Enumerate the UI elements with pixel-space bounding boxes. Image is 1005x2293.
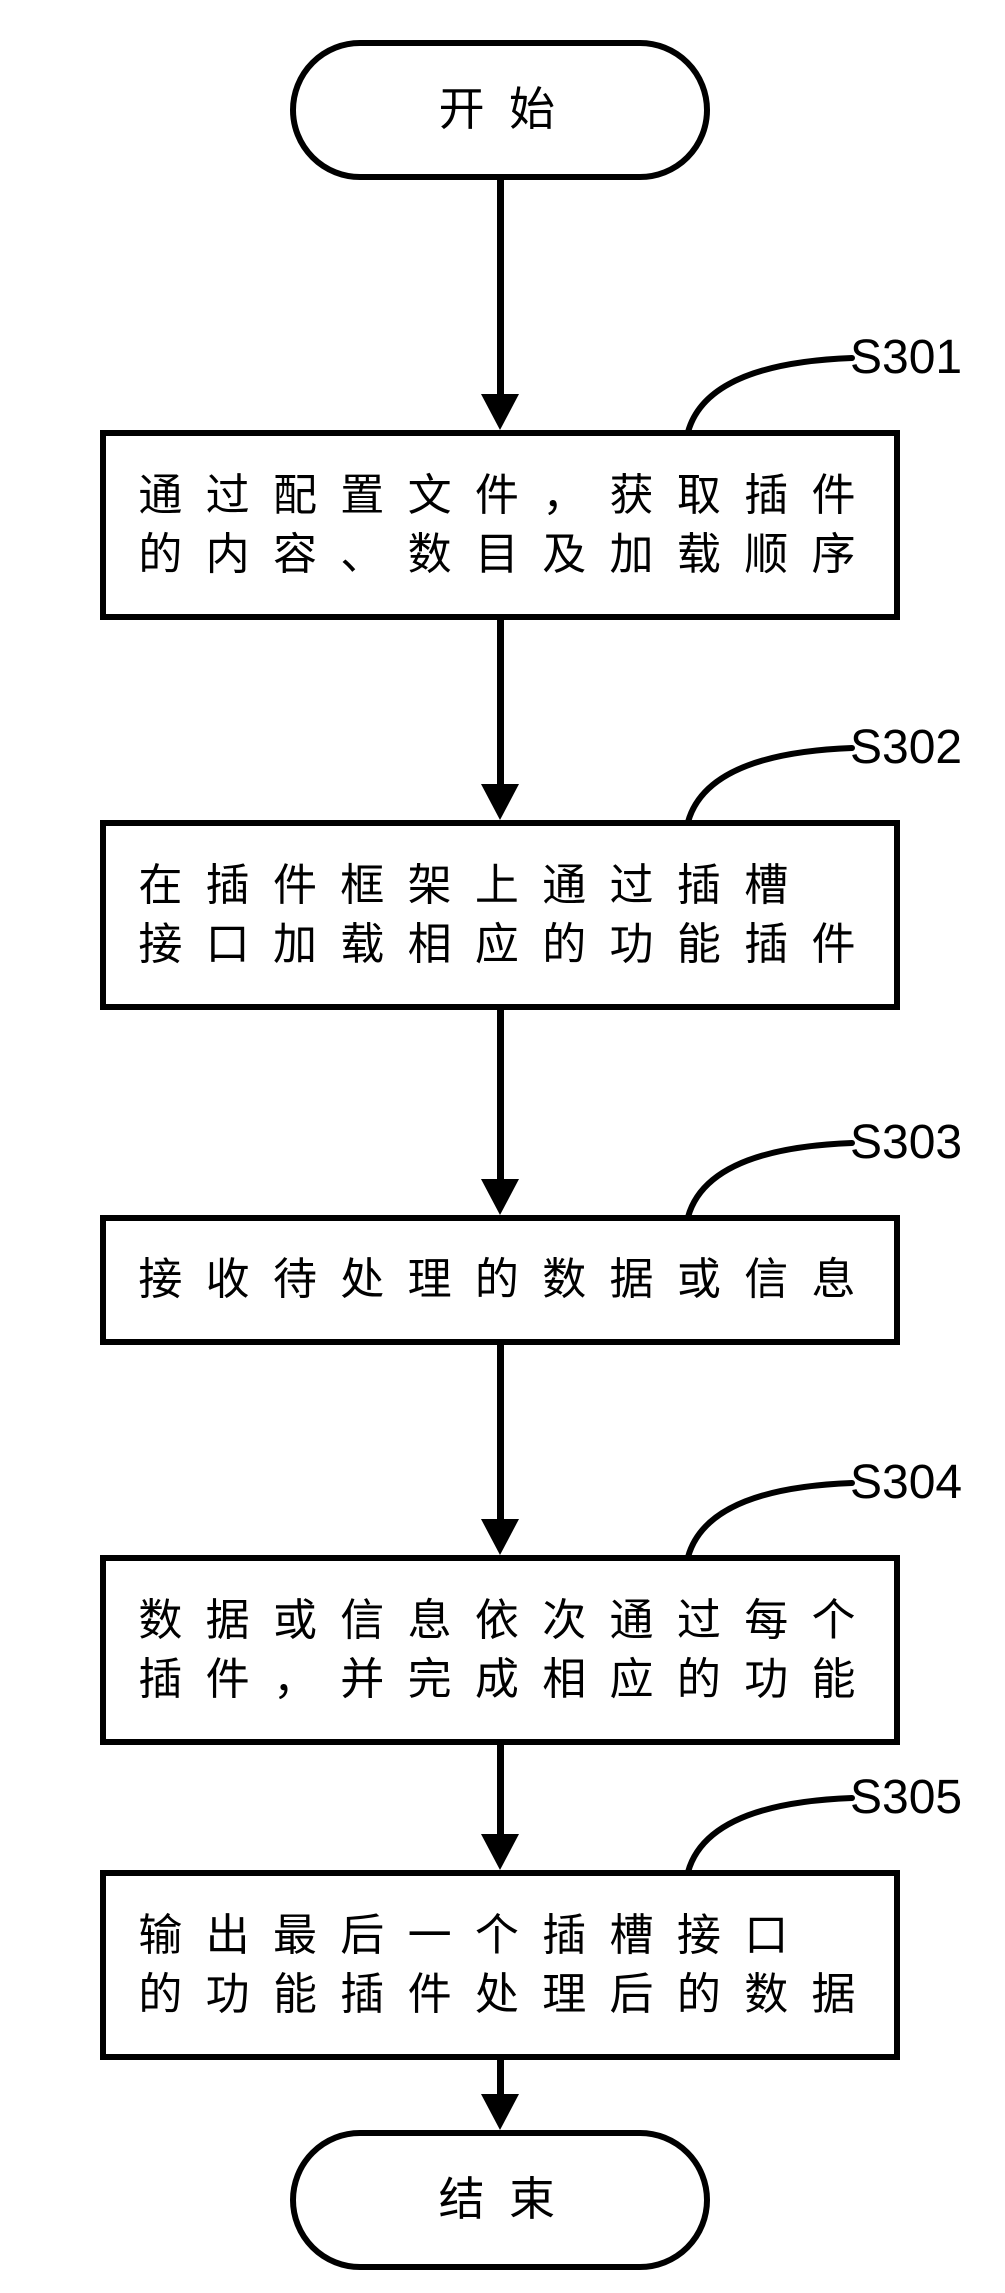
arrow-line: [497, 180, 504, 398]
node-text: 在 插 件 框 架 上 通 过 插 槽 接 口 加 载 相 应 的 功 能 插 …: [138, 856, 861, 975]
arrow-line: [497, 620, 504, 788]
node-text: 结 束: [439, 2169, 562, 2231]
process-s305: 输 出 最 后 一 个 插 槽 接 口 的 功 能 插 件 处 理 后 的 数 …: [100, 1870, 900, 2060]
step-label-s303: S303: [850, 1115, 962, 1170]
process-s302: 在 插 件 框 架 上 通 过 插 槽 接 口 加 载 相 应 的 功 能 插 …: [100, 820, 900, 1010]
node-text: 开 始: [439, 79, 562, 141]
process-s301: 通 过 配 置 文 件 ， 获 取 插 件 的 内 容 、 数 目 及 加 载 …: [100, 430, 900, 620]
process-s304: 数 据 或 信 息 依 次 通 过 每 个 插 件 ， 并 完 成 相 应 的 …: [100, 1555, 900, 1745]
process-s303: 接 收 待 处 理 的 数 据 或 信 息: [100, 1215, 900, 1345]
step-label-s301: S301: [850, 330, 962, 385]
arrow-line: [497, 1345, 504, 1523]
end-terminal: 结 束: [290, 2130, 710, 2270]
label-connector-icon: [680, 350, 860, 440]
label-connector-icon: [680, 1790, 860, 1880]
arrow-head-icon: [481, 1834, 519, 1870]
flowchart-canvas: 开 始通 过 配 置 文 件 ， 获 取 插 件 的 内 容 、 数 目 及 加…: [0, 0, 1005, 2293]
arrow-head-icon: [481, 2094, 519, 2130]
node-text: 数 据 或 信 息 依 次 通 过 每 个 插 件 ， 并 完 成 相 应 的 …: [138, 1591, 861, 1710]
node-text: 输 出 最 后 一 个 插 槽 接 口 的 功 能 插 件 处 理 后 的 数 …: [138, 1906, 861, 2025]
label-connector-icon: [680, 1475, 860, 1565]
arrow-line: [497, 1745, 504, 1838]
arrow-head-icon: [481, 1519, 519, 1555]
arrow-head-icon: [481, 784, 519, 820]
arrow-line: [497, 1010, 504, 1183]
step-label-s302: S302: [850, 720, 962, 775]
arrow-head-icon: [481, 1179, 519, 1215]
label-connector-icon: [680, 740, 860, 830]
step-label-s305: S305: [850, 1770, 962, 1825]
label-connector-icon: [680, 1135, 860, 1225]
start-terminal: 开 始: [290, 40, 710, 180]
node-text: 接 收 待 处 理 的 数 据 或 信 息: [138, 1250, 861, 1309]
arrow-line: [497, 2060, 504, 2098]
node-text: 通 过 配 置 文 件 ， 获 取 插 件 的 内 容 、 数 目 及 加 载 …: [138, 466, 861, 585]
step-label-s304: S304: [850, 1455, 962, 1510]
arrow-head-icon: [481, 394, 519, 430]
